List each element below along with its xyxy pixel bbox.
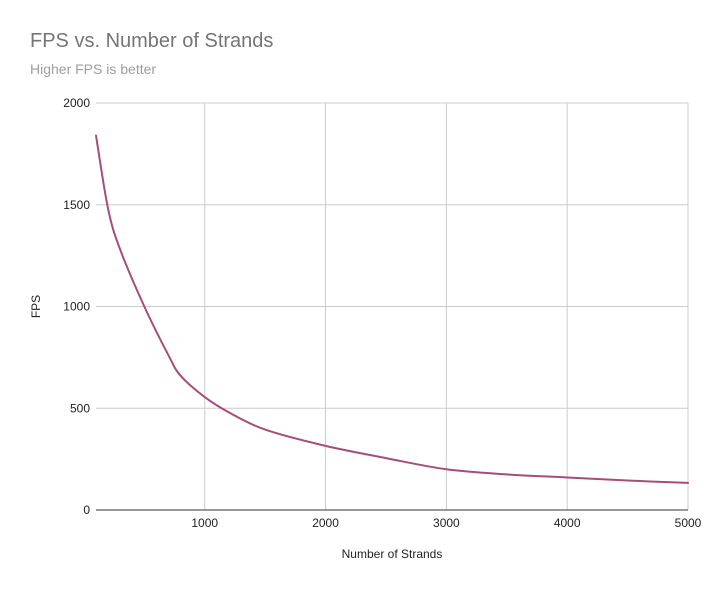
x-tick-label: 2000 (312, 516, 339, 530)
x-tick-label: 4000 (554, 516, 581, 530)
chart-subtitle: Higher FPS is better (30, 61, 157, 77)
y-tick-label: 1500 (63, 198, 90, 212)
y-tick-labels: 0 500 1000 1500 2000 (63, 96, 90, 517)
y-tick-label: 0 (83, 503, 90, 517)
chart-title: FPS vs. Number of Strands (30, 30, 274, 52)
y-axis-title: FPS (29, 295, 43, 318)
grid-lines (96, 102, 689, 510)
x-axis-title: Number of Strands (342, 547, 443, 561)
x-tick-label: 1000 (191, 516, 218, 530)
y-tick-label: 1000 (63, 300, 90, 314)
y-tick-label: 2000 (63, 96, 90, 110)
x-tick-label: 3000 (433, 516, 460, 530)
x-tick-labels: 1000 2000 3000 4000 5000 (191, 516, 701, 530)
y-tick-label: 500 (70, 401, 90, 415)
series-line-0 (95, 134, 689, 484)
series-layer (95, 134, 689, 484)
x-tick-label: 5000 (675, 516, 702, 530)
